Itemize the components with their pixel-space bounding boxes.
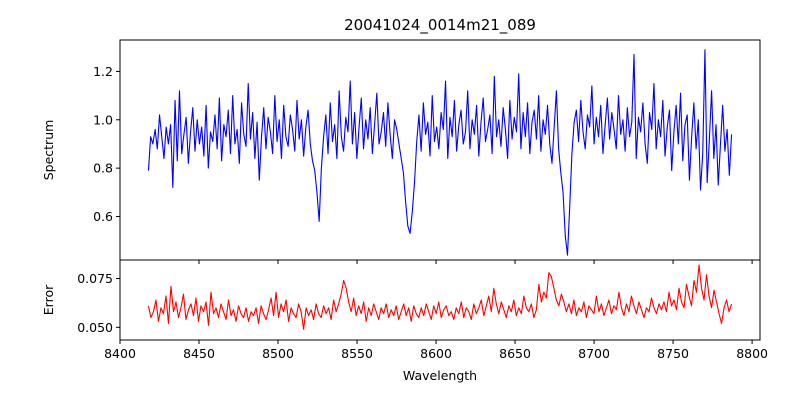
bottom-panel-frame: [119, 259, 761, 341]
x-tick-label: 8700: [578, 346, 610, 361]
bottom-panel: 8400 8450 8500 8550 8600 8650 8700 8750 8800 0.0…: [41, 259, 768, 383]
x-tick-label: 8800: [736, 346, 768, 361]
top-y-axis-title: Spectrum: [41, 120, 56, 181]
top-y-ticks: 0.6 0.8 1.0 1.2: [93, 64, 120, 224]
x-tick-label: 8500: [262, 346, 294, 361]
bottom-y-ticks: 0.050 0.075: [77, 271, 120, 335]
error-plot-area: [147, 264, 733, 330]
x-tick-label: 8450: [183, 346, 215, 361]
x-tick-label: 8550: [341, 346, 373, 361]
x-tick-label: 8750: [657, 346, 689, 361]
spectrum-y-tick-label: 0.6: [93, 209, 113, 224]
x-tick-label: 8600: [420, 346, 452, 361]
bottom-y-axis-title: Error: [41, 284, 56, 315]
spectrum-y-tick-label: 0.8: [93, 161, 113, 176]
error-y-tick-label: 0.075: [77, 271, 113, 286]
spectrum-y-tick-label: 1.0: [93, 112, 113, 127]
spectrum-series-line: [147, 49, 733, 256]
error-series-line: [147, 264, 733, 330]
spectrum-y-tick-label: 1.2: [93, 64, 113, 79]
bottom-x-ticks: 8400 8450 8500 8550 8600 8650 8700 8750 8800: [104, 340, 768, 361]
spectrum-plot-area: [147, 49, 733, 256]
error-y-tick-label: 0.050: [77, 320, 113, 335]
figure-title: 20041024_0014m21_089: [344, 16, 536, 35]
x-tick-label: 8650: [499, 346, 531, 361]
x-axis-title: Wavelength: [403, 368, 477, 383]
x-tick-label: 8400: [104, 346, 136, 361]
